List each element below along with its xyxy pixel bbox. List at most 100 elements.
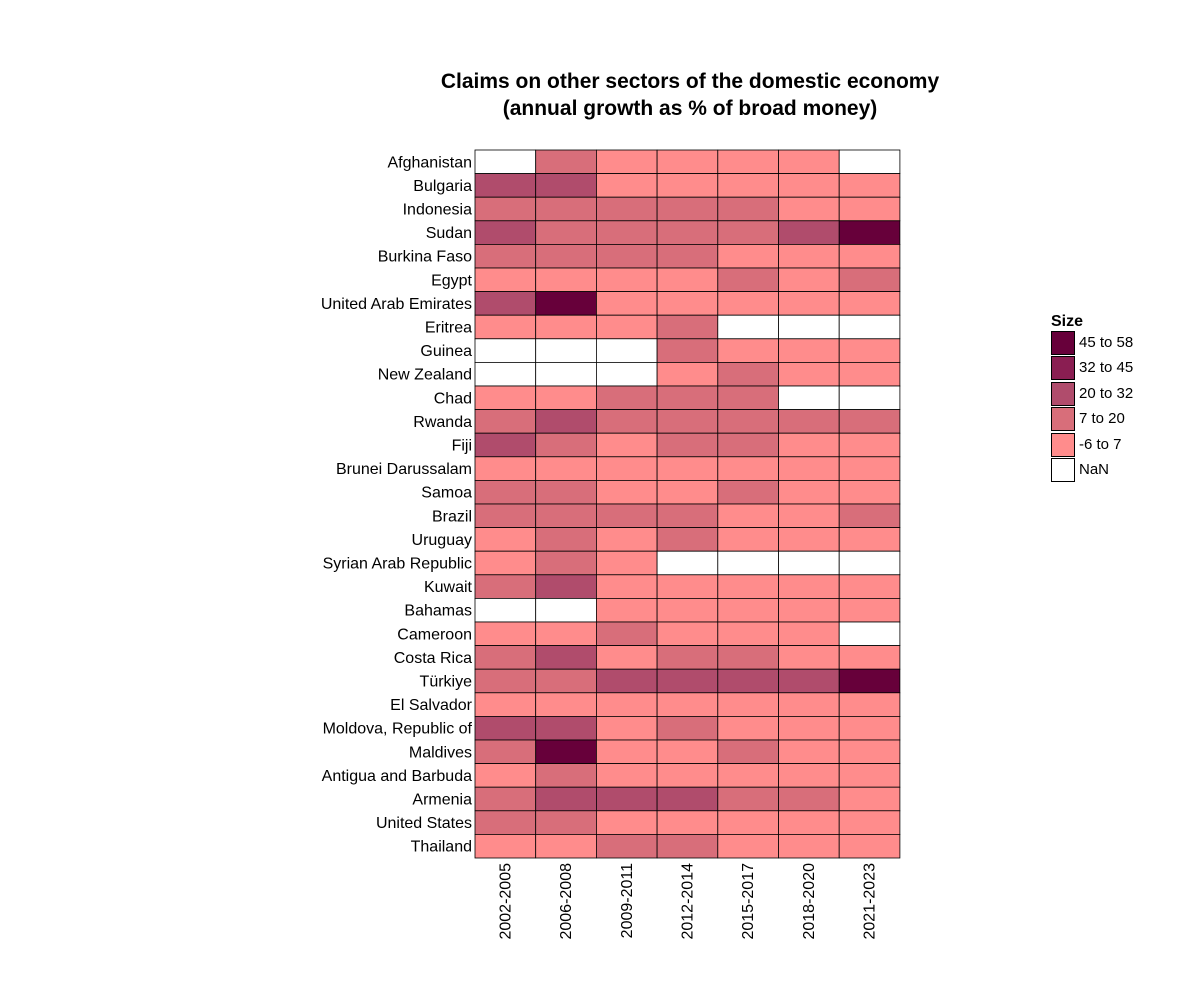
y-tick-label: New Zealand	[378, 367, 472, 384]
heatmap-cell	[838, 739, 901, 765]
heatmap-cell	[717, 267, 779, 293]
heatmap-cell	[596, 385, 658, 411]
y-tick-label: Syrian Arab Republic	[323, 556, 472, 573]
heatmap-cell	[778, 668, 840, 694]
heatmap-cell	[535, 739, 597, 765]
heatmap-cell	[474, 503, 537, 529]
legend-swatch	[1051, 381, 1075, 406]
heatmap-cell	[838, 550, 901, 576]
heatmap-cell	[778, 361, 840, 387]
heatmap-cell	[596, 338, 658, 363]
heatmap-cell	[778, 196, 840, 222]
heatmap-cell	[474, 479, 537, 505]
heatmap-cell	[474, 834, 537, 859]
heatmap-cell	[474, 291, 537, 316]
x-tick-label: 2002-2005	[497, 863, 514, 940]
heatmap-cell	[717, 503, 779, 529]
heatmap-cell	[717, 668, 779, 694]
heatmap-cell	[838, 456, 901, 481]
heatmap-cell	[717, 574, 779, 599]
heatmap-cell	[596, 763, 658, 788]
heatmap-cell	[717, 598, 779, 623]
heatmap-cell	[717, 527, 779, 552]
heatmap-cell	[838, 716, 901, 741]
heatmap-cell	[474, 621, 537, 647]
x-tick-label: 2012-2014	[679, 863, 696, 940]
heatmap-cell	[596, 361, 658, 387]
heatmap-cell	[535, 668, 597, 694]
heatmap-cell	[656, 409, 719, 434]
heatmap-cell	[535, 479, 597, 505]
heatmap-cell	[535, 503, 597, 529]
legend-label: NaN	[1079, 460, 1110, 478]
heatmap-cell	[596, 220, 658, 245]
y-tick-label: Thailand	[411, 839, 472, 856]
heatmap-cell	[778, 574, 840, 599]
y-tick-label: El Salvador	[390, 697, 472, 714]
heatmap-cell	[596, 550, 658, 576]
heatmap-cell	[535, 692, 597, 717]
heatmap-cell	[838, 291, 901, 316]
heatmap-cell	[656, 338, 719, 363]
heatmap-cell	[838, 527, 901, 552]
heatmap-cell	[474, 409, 537, 434]
heatmap-cell	[596, 291, 658, 316]
heatmap-cell	[656, 810, 719, 835]
heatmap-cell	[838, 786, 901, 812]
y-tick-label: Rwanda	[413, 414, 472, 431]
heatmap-cell	[838, 173, 901, 198]
heatmap-cell	[778, 527, 840, 552]
heatmap-cell	[596, 432, 658, 458]
heatmap-cell	[717, 409, 779, 434]
heatmap-cell	[656, 692, 719, 717]
heatmap-cell	[535, 314, 597, 340]
legend-label: -6 to 7	[1079, 435, 1122, 453]
heatmap-cell	[656, 479, 719, 505]
heatmap-cell	[838, 503, 901, 529]
heatmap-cell	[717, 645, 779, 670]
heatmap-cell	[838, 692, 901, 717]
legend-label: 7 to 20	[1079, 410, 1125, 428]
heatmap-cell	[535, 786, 597, 812]
heatmap-cell	[474, 385, 537, 411]
heatmap-cell	[474, 149, 537, 175]
heatmap-cell	[656, 645, 719, 670]
heatmap-cell	[656, 574, 719, 599]
heatmap-cell	[596, 196, 658, 222]
heatmap-cell	[838, 196, 901, 222]
y-tick-label: Guinea	[420, 343, 472, 360]
heatmap-cell	[717, 716, 779, 741]
legend-item: 45 to 58	[1051, 331, 1181, 356]
heatmap-cell	[656, 220, 719, 245]
heatmap-cell	[838, 810, 901, 835]
heatmap-cell	[838, 763, 901, 788]
chart-title-block: Claims on other sectors of the domestic …	[330, 68, 1050, 122]
heatmap-cell	[474, 668, 537, 694]
heatmap-cell	[838, 385, 901, 411]
heatmap-cell	[656, 716, 719, 741]
heatmap-cell	[838, 409, 901, 434]
legend-title: Size	[1051, 313, 1084, 330]
heatmap-cell	[656, 598, 719, 623]
legend-item: -6 to 7	[1051, 432, 1181, 458]
heatmap-cell	[656, 527, 719, 552]
heatmap-cell	[474, 267, 537, 293]
heatmap-cell	[838, 361, 901, 387]
heatmap-cell	[656, 739, 719, 765]
heatmap-cell	[778, 810, 840, 835]
y-tick-label: Indonesia	[403, 202, 472, 219]
heatmap-cell	[656, 267, 719, 293]
heatmap-cell	[535, 385, 597, 411]
heatmap-cell	[596, 621, 658, 647]
heatmap-cell	[535, 598, 597, 623]
y-tick-label: Moldova, Republic of	[323, 721, 473, 738]
heatmap-cell	[838, 220, 901, 245]
chart-title: Claims on other sectors of the domestic …	[440, 70, 940, 93]
y-tick-label: Bahamas	[404, 603, 472, 620]
y-tick-label: Fiji	[452, 438, 472, 455]
y-tick-label: Bulgaria	[413, 178, 472, 195]
heatmap-cell	[474, 574, 537, 599]
heatmap-cell	[717, 432, 779, 458]
heatmap-cell	[596, 739, 658, 765]
heatmap-cell	[535, 361, 597, 387]
